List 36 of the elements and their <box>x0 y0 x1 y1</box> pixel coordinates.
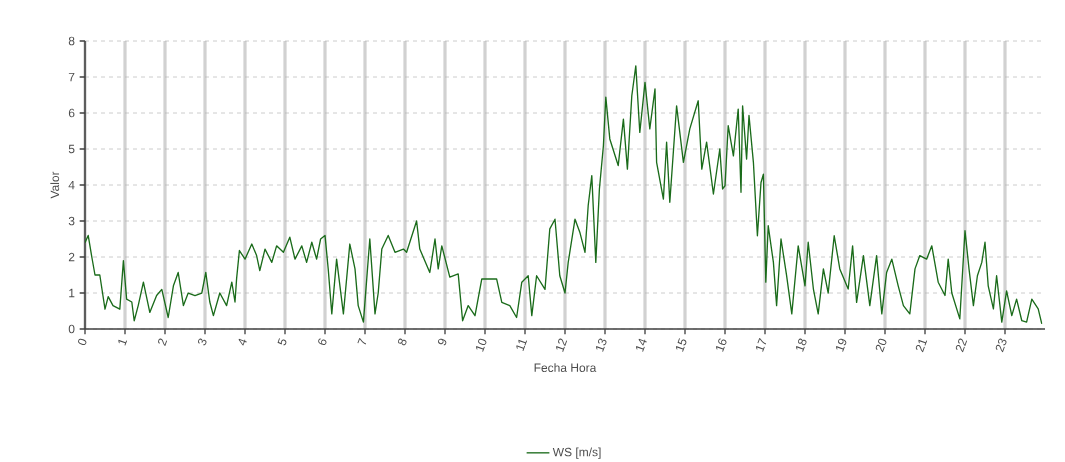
y-tick-label: 0 <box>68 324 75 334</box>
y-tick-label: 5 <box>68 144 75 154</box>
x-tick-label: 7 <box>357 337 367 345</box>
x-tick-label: 1 <box>118 339 128 346</box>
x-tick-label: 12 <box>556 338 568 352</box>
x-tick-label: 19 <box>836 338 847 352</box>
x-tick-label: 15 <box>675 338 687 352</box>
legend-label: WS [m/s] <box>552 447 601 459</box>
x-tick-label: 23 <box>995 338 1007 353</box>
x-axis-title: Fecha Hora <box>534 363 597 372</box>
x-tick-label: 18 <box>796 338 807 352</box>
y-tick-label: 3 <box>68 216 75 226</box>
x-tick-label: 21 <box>915 339 928 353</box>
y-tick-label: 4 <box>68 180 75 190</box>
y-axis-title: Valor <box>50 171 60 199</box>
x-tick-label: 0 <box>78 338 87 346</box>
x-tick-label: 6 <box>318 338 327 345</box>
x-tick-label: 13 <box>596 338 607 352</box>
x-tick-label: 17 <box>756 337 767 352</box>
y-tick-label: 6 <box>68 108 75 118</box>
x-tick-label: 3 <box>198 338 207 346</box>
x-tick-label: 9 <box>438 338 447 346</box>
x-tick-label: 4 <box>238 338 247 346</box>
x-tick-label: 22 <box>955 338 968 353</box>
x-tick-label: 2 <box>158 338 168 346</box>
x-tick-label: 10 <box>476 338 487 352</box>
x-tick-label: 16 <box>716 338 727 352</box>
x-tick-label: 8 <box>398 338 407 346</box>
x-tick-label: 20 <box>875 338 887 353</box>
y-tick-label: 2 <box>68 252 75 262</box>
x-tick-label: 11 <box>516 339 528 352</box>
y-tick-label: 8 <box>68 36 75 46</box>
y-tick-label: 1 <box>69 288 75 298</box>
x-tick-label: 14 <box>636 338 647 352</box>
y-tick-label: 7 <box>68 72 75 82</box>
x-tick-label: 5 <box>277 338 287 346</box>
